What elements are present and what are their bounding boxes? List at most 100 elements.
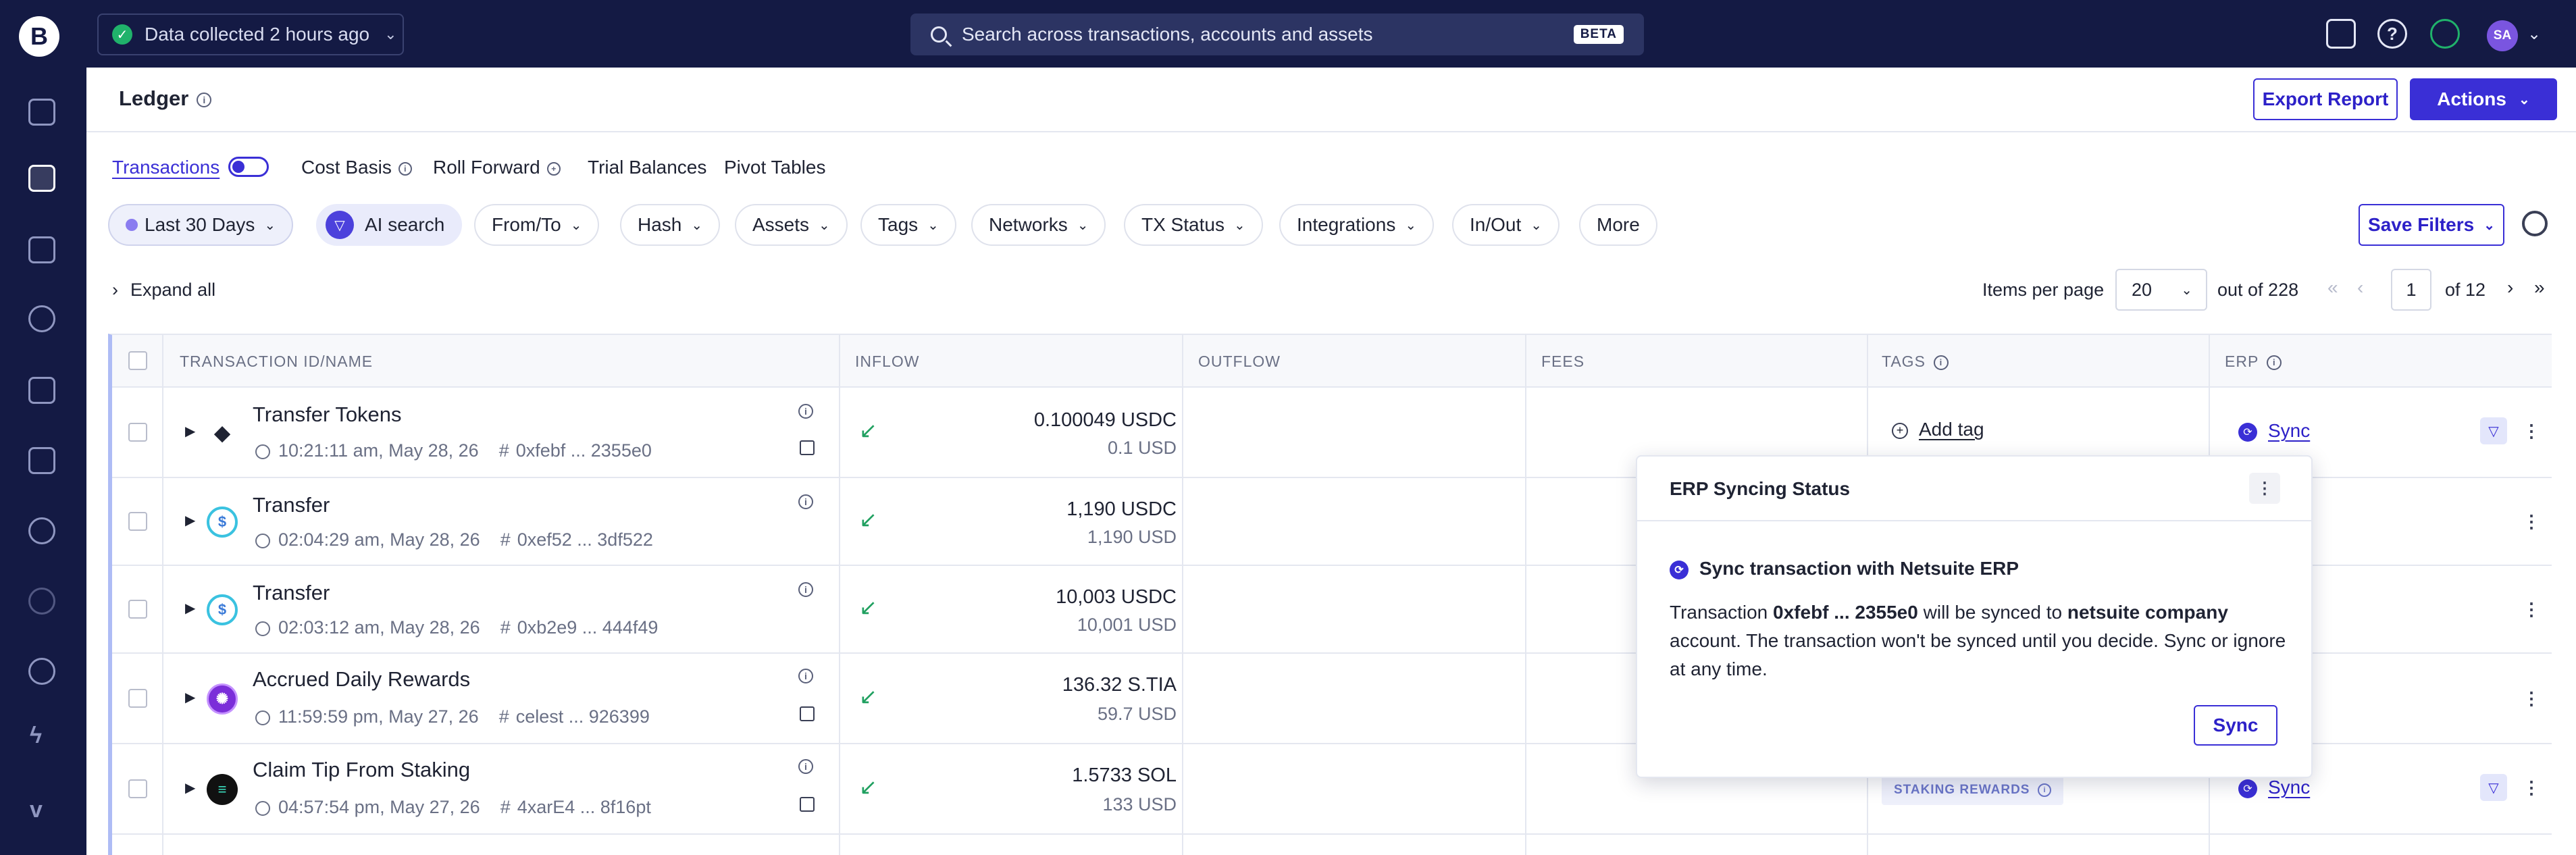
last-page-icon[interactable]: » xyxy=(2534,277,2545,298)
transaction-hash[interactable]: celest ... 926399 xyxy=(515,706,650,727)
ledger-icon[interactable] xyxy=(28,165,55,192)
expand-row-icon[interactable]: ▶ xyxy=(185,513,196,528)
filter-networks[interactable]: Networks ⌄ xyxy=(971,204,1106,246)
select-all-checkbox[interactable] xyxy=(128,351,147,370)
help-icon[interactable]: ? xyxy=(2377,19,2407,49)
popover-sync-button[interactable]: Sync xyxy=(2194,705,2277,746)
gear-icon[interactable] xyxy=(2522,211,2548,236)
tab-roll-forward[interactable]: Roll Forward + xyxy=(433,157,561,178)
table-header: TRANSACTION ID/NAME INFLOW OUTFLOW FEES … xyxy=(112,335,2552,388)
info-icon[interactable]: i xyxy=(798,669,813,683)
tab-cost-basis[interactable]: Cost Basis i xyxy=(301,157,412,178)
global-search[interactable]: Search across transactions, accounts and… xyxy=(910,14,1644,55)
avatar-chevron-down-icon[interactable]: ⌄ xyxy=(2527,25,2542,43)
row-checkbox[interactable] xyxy=(128,689,147,708)
tab-trial-balances[interactable]: Trial Balances xyxy=(588,157,707,178)
prev-page-icon[interactable]: ‹ xyxy=(2357,277,2364,298)
save-filters-button[interactable]: Save Filters ⌄ xyxy=(2359,204,2504,246)
table-row[interactable]: ▶ $ Transfer 02:04:29 am, May 28, 26 #0xe… xyxy=(112,478,2552,566)
expand-all-button[interactable]: › Expand all xyxy=(112,280,215,301)
erp-sync-link[interactable]: ⟳ Sync xyxy=(2238,420,2310,442)
cloud-icon[interactable] xyxy=(28,658,55,685)
transaction-name[interactable]: Transfer xyxy=(253,581,330,604)
transactions-toggle[interactable] xyxy=(228,157,269,177)
filter-icon[interactable]: ▽ xyxy=(2480,417,2507,444)
row-menu-icon[interactable]: ⋮ xyxy=(2523,598,2540,619)
transaction-hash[interactable]: 4xarE4 ... 8f16pt xyxy=(517,797,651,817)
expand-row-icon[interactable]: ▶ xyxy=(185,601,196,616)
search-input[interactable]: Search across transactions, accounts and… xyxy=(962,24,1373,45)
transaction-hash[interactable]: 0xef52 ... 3df522 xyxy=(517,529,653,550)
first-page-icon[interactable]: « xyxy=(2327,277,2338,298)
transaction-meta: 04:57:54 pm, May 27, 26 #4xarE4 ... 8f16p… xyxy=(255,797,651,818)
row-checkbox[interactable] xyxy=(128,600,147,619)
transaction-name[interactable]: Transfer Tokens xyxy=(253,403,402,426)
external-link-icon[interactable] xyxy=(800,440,815,455)
data-status-dropdown[interactable]: ✓ Data collected 2 hours ago ⌄ xyxy=(97,14,404,55)
row-checkbox[interactable] xyxy=(128,779,147,798)
coins-icon[interactable] xyxy=(28,447,55,474)
dollar-icon[interactable] xyxy=(28,305,55,332)
report-icon[interactable] xyxy=(28,377,55,404)
ai-search-button[interactable]: ▽ AI search xyxy=(316,204,463,246)
expand-row-icon[interactable]: ▶ xyxy=(185,690,196,705)
info-icon[interactable]: i xyxy=(798,582,813,597)
tax-icon[interactable] xyxy=(28,588,55,615)
row-checkbox[interactable] xyxy=(128,512,147,531)
transaction-name[interactable]: Accrued Daily Rewards xyxy=(253,667,471,691)
actions-button[interactable]: Actions ⌄ xyxy=(2410,78,2557,120)
tab-pivot-tables[interactable]: Pivot Tables xyxy=(724,157,826,178)
transaction-hash[interactable]: 0xfebf ... 2355e0 xyxy=(515,440,652,461)
staking-rewards-tag[interactable]: STAKING REWARDS i xyxy=(1882,775,2064,805)
external-link-icon[interactable] xyxy=(800,797,815,812)
lightning-icon[interactable]: ϟ xyxy=(30,723,42,748)
filter-more[interactable]: More xyxy=(1579,204,1657,246)
row-menu-icon[interactable]: ⋮ xyxy=(2523,420,2540,441)
table-row[interactable]: ▶ ◆ Transfer Tokens 10:21:11 am, May 28,… xyxy=(112,388,2552,478)
transaction-name[interactable]: Transfer xyxy=(253,493,330,517)
next-page-icon[interactable]: › xyxy=(2507,277,2514,298)
items-per-page-select[interactable]: 20 ⌄ xyxy=(2115,269,2207,311)
filter-tags[interactable]: Tags ⌄ xyxy=(860,204,956,246)
transaction-name[interactable]: Claim Tip From Staking xyxy=(253,758,471,781)
external-link-icon[interactable] xyxy=(800,706,815,721)
erp-sync-link[interactable]: ⟳ Sync xyxy=(2238,777,2310,798)
row-menu-icon[interactable]: ⋮ xyxy=(2523,511,2540,532)
page-input[interactable]: 1 xyxy=(2391,269,2431,311)
info-icon[interactable]: i xyxy=(798,759,813,774)
filter-tx-status[interactable]: TX Status ⌄ xyxy=(1124,204,1263,246)
filter-assets[interactable]: Assets ⌄ xyxy=(735,204,848,246)
v-logo-icon[interactable]: v xyxy=(30,797,43,823)
table-row[interactable]: ▶ $ Transfer 02:03:12 am, May 28, 26 #0xb… xyxy=(112,566,2552,654)
info-icon[interactable]: i xyxy=(798,494,813,509)
export-report-button[interactable]: Export Report xyxy=(2253,78,2398,120)
info-icon[interactable]: i xyxy=(1933,355,1949,370)
staking-icon[interactable] xyxy=(28,517,55,544)
filter-in-out[interactable]: In/Out ⌄ xyxy=(1452,204,1560,246)
filter-integrations[interactable]: Integrations ⌄ xyxy=(1279,204,1435,246)
info-icon[interactable]: i xyxy=(197,92,212,107)
health-check-icon[interactable] xyxy=(2430,19,2460,49)
filter-icon[interactable]: ▽ xyxy=(2480,774,2507,801)
clipboard-icon[interactable] xyxy=(2326,19,2356,49)
date-range-filter[interactable]: Last 30 Days ⌄ xyxy=(108,204,294,246)
info-icon[interactable]: i xyxy=(798,404,813,419)
app-logo[interactable]: B xyxy=(19,16,59,57)
row-checkbox[interactable] xyxy=(128,423,147,442)
transaction-hash[interactable]: 0xb2e9 ... 444f49 xyxy=(517,617,659,638)
tab-transactions[interactable]: Transactions xyxy=(112,157,220,178)
wallet-icon[interactable] xyxy=(28,236,55,263)
row-menu-icon[interactable]: ⋮ xyxy=(2523,688,2540,708)
table-row[interactable]: ▶ ✺ Accrued Daily Rewards 11:59:59 pm, M… xyxy=(112,654,2552,744)
add-tag-button[interactable]: + Add tag xyxy=(1892,419,1984,440)
filter-hash[interactable]: Hash ⌄ xyxy=(620,204,721,246)
info-icon[interactable]: i xyxy=(2267,355,2282,370)
popover-menu-icon[interactable]: ⋮ xyxy=(2249,473,2280,504)
user-avatar[interactable]: SA xyxy=(2487,20,2518,51)
expand-row-icon[interactable]: ▶ xyxy=(185,424,196,439)
dashboard-icon[interactable] xyxy=(28,99,55,126)
table-row[interactable]: ▶ ≡ Claim Tip From Staking 04:57:54 pm, … xyxy=(112,744,2552,835)
filter-from-to[interactable]: From/To ⌄ xyxy=(474,204,600,246)
row-menu-icon[interactable]: ⋮ xyxy=(2523,777,2540,798)
expand-row-icon[interactable]: ▶ xyxy=(185,781,196,796)
